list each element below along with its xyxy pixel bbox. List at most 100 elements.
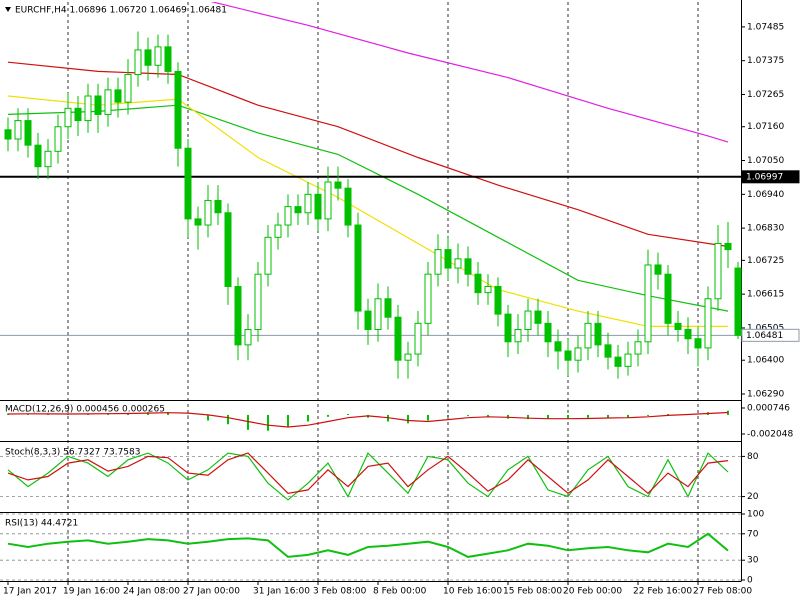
candle-body [194,218,202,226]
candle-body [354,224,362,312]
candle-body [594,322,602,346]
candle-body [264,236,272,275]
chart-title: EURCHF,H4 1.06896 1.06720 1.06469 1.0648… [15,6,227,16]
price-level-box [741,328,800,342]
macd-bar [447,414,449,417]
y-tick-label: 1.06290 [747,390,784,400]
x-tick-label: 15 Feb 08:00 [503,587,562,597]
y-tick-label: 1.06830 [747,224,784,234]
candle-body [624,353,632,367]
moving-average [210,2,729,143]
candle-body [214,199,222,214]
x-tick-label: 17 Jan 2017 [3,587,57,597]
candle-body [664,273,672,324]
candle-body [414,322,422,355]
candle-body [154,46,162,66]
candle-body [504,313,512,343]
candle-body [124,74,132,103]
macd-bar [667,414,669,415]
macd-bar [627,414,629,418]
y-tick-label: 30 [747,556,759,566]
candle-body [44,150,52,168]
candle-body [4,129,12,140]
macd-bar [267,414,269,431]
candle-body [404,353,412,361]
y-tick-label: 1.06400 [747,356,784,366]
macd-bar [327,414,329,417]
candle-body [34,144,42,168]
x-tick-label: 3 Feb 08:00 [313,587,367,597]
indicator-line [7,532,729,558]
y-tick-label: 0 [747,576,753,586]
candle-body [364,310,372,330]
x-tick-label: 22 Feb 16:00 [633,587,692,597]
candle-body [484,285,492,294]
candle-body [324,181,332,220]
macd-bar [347,414,349,415]
candle-body [644,264,652,343]
macd-signal [7,411,729,428]
candle-body [634,341,642,355]
macd-title: MACD(12,26,9) 0.000456 0.000265 [5,405,165,415]
macd-bar [467,414,469,416]
x-tick-label: 27 Feb 08:00 [693,587,752,597]
candle-body [454,258,462,269]
macd-bar [547,414,549,419]
macd-bar [427,414,429,421]
candle-body [74,107,82,122]
candle-body [14,120,22,140]
macd-bar [567,414,569,420]
candle-body [114,89,122,103]
y-tick-label: -0.002048 [747,429,793,439]
candle-body [234,285,242,346]
candle-body [674,322,682,330]
candle-body [584,322,592,349]
macd-bar [7,413,9,415]
price-level-label: 1.06481 [746,331,783,341]
candle-body [734,267,742,336]
x-tick-label: 31 Jan 16:00 [253,587,310,597]
x-tick-label: 27 Jan 00:00 [183,587,240,597]
macd-bar [587,414,589,418]
candle-body [104,89,112,115]
candle-body [94,95,102,115]
y-tick-label: 1.07265 [747,90,784,100]
candle-body [344,187,352,226]
candle-body [284,206,292,226]
candle-body [564,350,572,361]
candle-body [314,193,322,220]
candle-body [604,344,612,358]
candle-body [274,224,282,238]
candle-body [54,126,62,152]
indicator-line [7,452,729,501]
x-tick-label: 10 Feb 16:00 [443,587,502,597]
candle-body [254,273,262,330]
candle-body [294,206,302,214]
x-tick-label: 19 Jan 16:00 [63,587,120,597]
y-tick-label: 1.06615 [747,290,784,300]
candle-body [684,328,692,340]
moving-average [7,95,728,327]
x-tick-label: 20 Feb 00:00 [563,587,622,597]
x-tick-label: 8 Feb 00:00 [373,587,427,597]
candle-body [654,264,662,275]
candle-body [134,49,142,76]
candle-body [704,298,712,349]
symbol-icon [5,7,11,12]
macd-bar [47,414,49,415]
y-tick-label: 20 [747,492,759,502]
candle-body [204,199,212,226]
candle-body [444,249,452,269]
candle-body [424,273,432,324]
macd-bar [247,414,249,430]
candle-body [224,212,232,287]
candle-body [244,328,252,346]
indicator-line [7,452,729,495]
candle-body [694,338,702,349]
y-tick-label: 1.07050 [747,156,784,166]
macd-bar [167,411,169,415]
candle-body [64,107,72,128]
candle-body [84,95,92,122]
